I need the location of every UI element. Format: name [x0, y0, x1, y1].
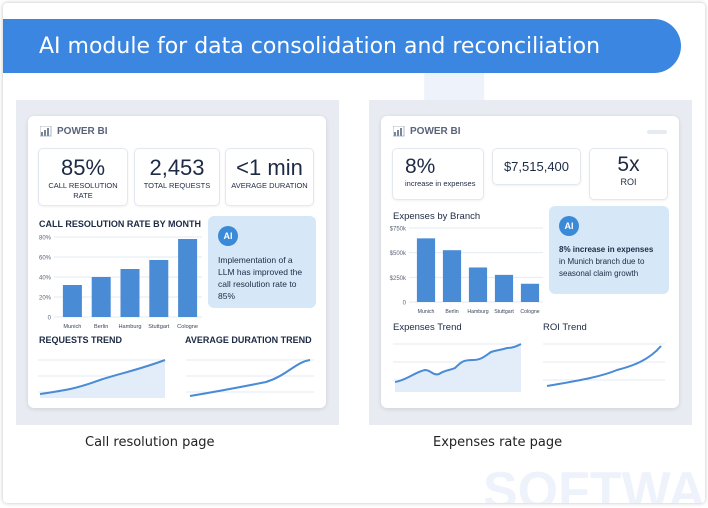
caption-expenses-rate: Expenses rate page: [433, 435, 563, 450]
page-title: AI module for data consolidation and rec…: [39, 33, 601, 59]
bar-cologne: [520, 283, 540, 302]
kpi-label: AVERAGE DURATION: [231, 181, 308, 190]
caption-call-resolution: Call resolution page: [85, 435, 215, 450]
requests-trend-area: [40, 360, 165, 398]
bar-stuttgart: [149, 260, 169, 317]
kpi-value: $7,515,400: [503, 159, 570, 174]
duration-trend-title: AVERAGE DURATION TREND: [185, 335, 312, 345]
kpi-roi[interactable]: 5x ROI: [589, 148, 668, 200]
kpi-label: ROI: [620, 177, 637, 187]
kpi-total-requests[interactable]: 2,453 TOTAL REQUESTS: [134, 148, 220, 206]
dashboard-card: POWER BI 85% CALL RESOLUTION RATE 2,453 TO…: [28, 116, 326, 408]
kpi-value: 5x: [617, 153, 640, 176]
slide: ▮ SOFTWA AI module for data consolidatio…: [3, 3, 705, 503]
kpi-value: <1 min: [236, 155, 303, 180]
x-tick-label: Munich: [418, 309, 435, 315]
kpi-total-expenses[interactable]: $7,515,400: [492, 148, 581, 185]
x-tick-label: Cologne: [520, 309, 539, 315]
requests-trend-title: REQUESTS TREND: [39, 335, 123, 345]
watermark-text: SOFTWA: [483, 462, 705, 503]
brand: POWER BI: [40, 126, 108, 137]
chart-title: CALL RESOLUTION RATE BY MONTH: [39, 219, 201, 229]
y-tick-label: 0: [48, 316, 52, 322]
roi-trend-title: ROI Trend: [543, 322, 587, 333]
x-tick-label: Hamburg: [118, 324, 141, 330]
y-tick-label: 0: [403, 301, 407, 307]
x-tick-label: Munich: [63, 324, 81, 330]
x-tick-label: Hamburg: [467, 309, 488, 315]
y-tick-label: $500k: [390, 251, 407, 257]
kpi-label: increase in expenses: [405, 179, 476, 188]
kpi-label: TOTAL REQUESTS: [143, 181, 211, 190]
x-tick-label: Berlin: [445, 309, 458, 315]
x-tick-label: Stuttgart: [494, 309, 514, 315]
window-control[interactable]: [647, 130, 667, 134]
kpi-value: 85%: [60, 155, 106, 180]
roi-trend-line: [546, 345, 662, 387]
ai-insight-text: in Munich branch due to seasonal claim g…: [559, 257, 645, 278]
y-tick-label: $750k: [390, 227, 407, 233]
bar-munich: [62, 285, 82, 317]
y-tick-label: 20%: [39, 296, 52, 302]
brand-label: POWER BI: [410, 126, 461, 137]
x-tick-label: Berlin: [94, 324, 108, 330]
kpi-expense-increase[interactable]: 8% increase in expenses: [392, 148, 484, 200]
expenses-by-branch-bar-chart: 0 $250k $500k $750k Munich Berlin Hamburg Stutt…: [390, 227, 543, 315]
power-bi-icon: [393, 126, 405, 137]
y-tick-label: $250k: [390, 276, 407, 282]
kpi-label: CALL RESOLUTION RATE: [48, 181, 118, 200]
expenses-trend-line: [394, 343, 522, 383]
brand-label: POWER BI: [57, 126, 108, 137]
requests-trend-line: [39, 359, 166, 395]
call-resolution-bar-chart: 0 20% 40% 60% 80% Munich Berlin Hamburg Stuttgar…: [39, 236, 202, 330]
ai-insight-bold: 8% increase in expenses: [559, 245, 654, 254]
bar-munich: [416, 238, 436, 302]
page-title-banner: AI module for data consolidation and rec…: [3, 19, 681, 73]
call-resolution-panel: POWER BI 85% CALL RESOLUTION RATE 2,453 TO…: [16, 100, 339, 425]
expenses-trend-chart: [393, 343, 522, 392]
x-tick-label: Cologne: [177, 324, 198, 330]
brand: POWER BI: [393, 126, 461, 137]
kpi-value: 2,453: [149, 155, 205, 180]
duration-trend-chart: [186, 359, 314, 397]
ai-badge-icon: AI: [218, 226, 238, 246]
bar-berlin: [91, 277, 111, 317]
duration-trend-line: [189, 359, 311, 397]
bar-hamburg: [468, 267, 488, 302]
dashboard-card: POWER BI 8% increase in expenses $7,515,4…: [381, 116, 679, 408]
kpi-average-duration[interactable]: <1 min AVERAGE DURATION: [225, 148, 314, 206]
bar-berlin: [442, 250, 462, 302]
y-tick-label: 80%: [39, 236, 52, 242]
expenses-trend-area: [395, 344, 521, 392]
bar-hamburg: [120, 269, 140, 317]
ai-insight-box: AI Implementation of a LLM has improved …: [208, 216, 316, 308]
expenses-panel: POWER BI 8% increase in expenses $7,515,4…: [369, 100, 692, 425]
requests-trend-chart: [38, 359, 166, 398]
power-bi-icon: [40, 126, 52, 137]
x-tick-label: Stuttgart: [148, 324, 170, 330]
kpi-call-resolution[interactable]: 85% CALL RESOLUTION RATE: [38, 148, 128, 206]
y-tick-label: 40%: [39, 276, 52, 282]
roi-trend-chart: [543, 343, 665, 387]
chart-title: Expenses by Branch: [393, 211, 481, 222]
kpi-value: 8%: [405, 155, 436, 178]
ai-insight-text: Implementation of a LLM has improved the…: [218, 255, 303, 301]
expenses-trend-title: Expenses Trend: [393, 322, 462, 333]
ai-insight-box: AI 8% increase in expenses in Munich bra…: [549, 206, 669, 294]
y-tick-label: 60%: [39, 256, 52, 262]
bar-stuttgart: [494, 274, 514, 302]
bar-cologne: [178, 239, 198, 317]
ai-badge-icon: AI: [559, 216, 579, 236]
